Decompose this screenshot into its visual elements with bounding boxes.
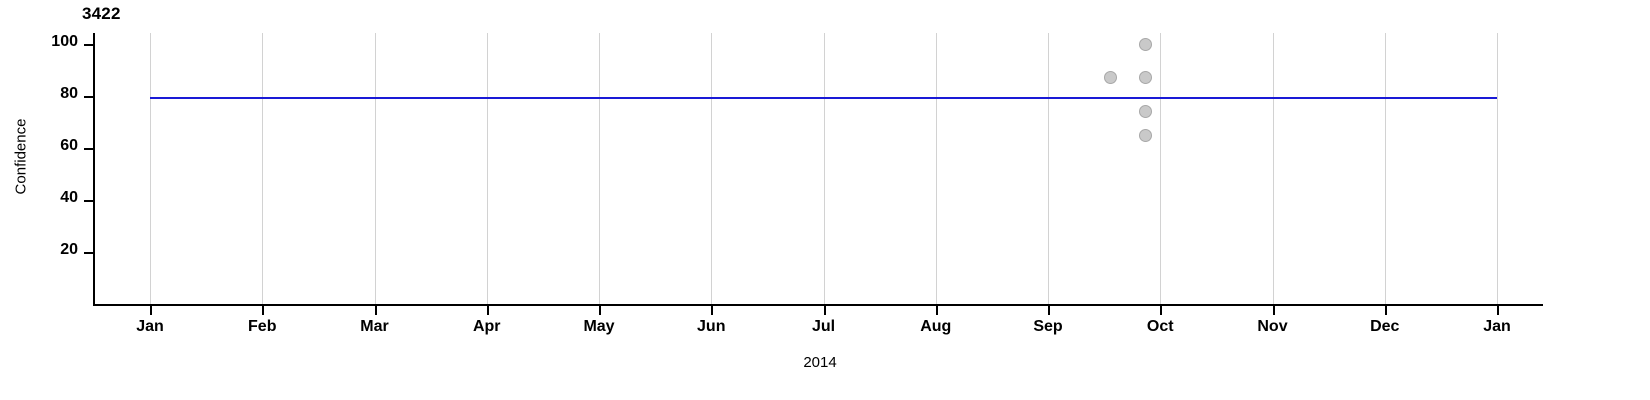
x-tick-4 xyxy=(599,306,601,315)
y-tick-label-20: 20 xyxy=(60,241,78,258)
x-tick-label-nov-10: Nov xyxy=(1257,318,1288,335)
x-axis-title: 2014 xyxy=(0,354,1650,371)
x-tick-8 xyxy=(1048,306,1050,315)
x-tick-label-dec-11: Dec xyxy=(1370,318,1400,335)
x-tick-label-may-4: May xyxy=(583,318,615,335)
x-tick-11 xyxy=(1384,306,1387,315)
gridline-feb-1 xyxy=(262,33,264,304)
gridline-oct-9 xyxy=(1160,33,1162,304)
x-tick-9 xyxy=(1160,306,1163,315)
data-point[interactable] xyxy=(1139,71,1153,85)
x-tick-label-jan-0: Jan xyxy=(136,318,164,335)
gridline-jan-12 xyxy=(1497,33,1498,304)
x-tick-label-aug-7: Aug xyxy=(920,318,952,335)
gridline-apr-3 xyxy=(486,33,488,304)
y-tick-60 xyxy=(84,148,93,150)
data-point[interactable] xyxy=(1139,128,1153,142)
data-point[interactable] xyxy=(1139,37,1153,51)
data-point[interactable] xyxy=(1139,105,1153,119)
x-tick-label-mar-2: Mar xyxy=(360,318,389,335)
x-axis-title-text: 2014 xyxy=(803,354,837,371)
x-tick-label-feb-1: Feb xyxy=(248,318,277,335)
x-tick-3 xyxy=(486,306,489,315)
gridline-jan-0 xyxy=(150,33,151,304)
chart-title: 3422 xyxy=(82,4,121,23)
y-tick-label-60: 60 xyxy=(60,137,78,154)
gridline-may-4 xyxy=(599,33,600,304)
gridline-aug-7 xyxy=(935,33,937,304)
x-tick-0 xyxy=(150,306,152,315)
x-tick-label-apr-3: Apr xyxy=(472,318,501,335)
x-tick-10 xyxy=(1272,306,1275,315)
gridline-mar-2 xyxy=(374,33,376,304)
x-tick-7 xyxy=(935,306,938,315)
y-tick-label-80: 80 xyxy=(60,85,78,102)
x-tick-5 xyxy=(711,306,714,315)
x-tick-1 xyxy=(262,306,265,315)
x-axis-line xyxy=(93,304,1543,306)
y-axis-line xyxy=(93,33,95,306)
reference-line-mean-confidence xyxy=(150,97,1497,100)
x-tick-label-sep-8: Sep xyxy=(1033,318,1063,335)
x-tick-label-jan-12: Jan xyxy=(1483,318,1511,335)
y-tick-40 xyxy=(84,200,93,202)
y-tick-80 xyxy=(84,96,93,98)
x-tick-2 xyxy=(374,306,377,315)
x-tick-label-oct-9: Oct xyxy=(1146,318,1174,335)
y-tick-label-100: 100 xyxy=(51,33,78,50)
x-tick-12 xyxy=(1497,306,1499,315)
gridline-jul-6 xyxy=(823,33,825,304)
gridline-jun-5 xyxy=(711,33,713,304)
x-tick-6 xyxy=(823,306,826,315)
gridline-sep-8 xyxy=(1048,33,1049,304)
gridline-nov-10 xyxy=(1272,33,1274,304)
data-point[interactable] xyxy=(1103,71,1117,85)
y-tick-20 xyxy=(84,252,93,254)
x-tick-label-jul-6: Jul xyxy=(811,318,836,335)
y-tick-100 xyxy=(84,44,93,46)
gridline-dec-11 xyxy=(1384,33,1386,304)
y-tick-label-40: 40 xyxy=(60,189,78,206)
x-tick-label-jun-5: Jun xyxy=(697,318,726,335)
